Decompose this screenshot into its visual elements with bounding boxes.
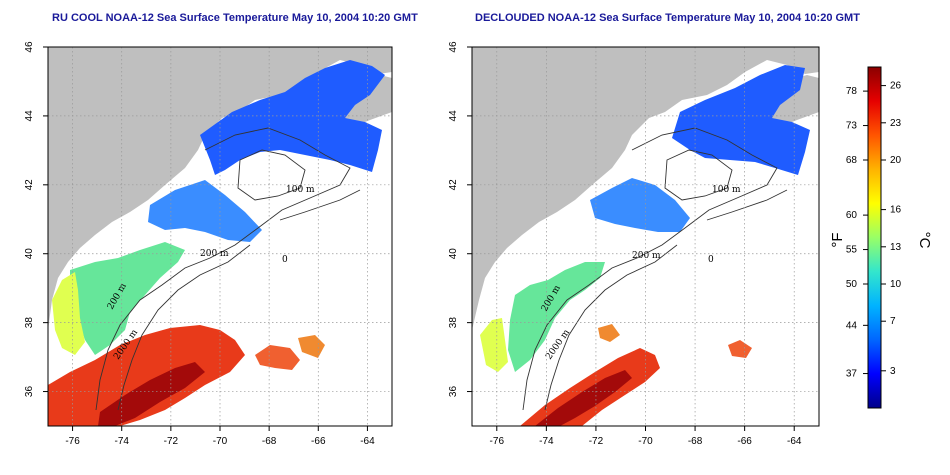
left-y-tick-label: 40 <box>24 248 35 260</box>
left-land-mass <box>48 47 392 330</box>
left-x-tick-label: -74 <box>114 436 129 447</box>
right-contour-label-100m: 100 m <box>712 185 741 195</box>
left-y-axis: 36 38 40 42 44 46 <box>24 41 48 397</box>
right-sst-warm-eddy <box>728 340 752 358</box>
right-x-tick-label: -68 <box>688 436 703 447</box>
colorbar-c-tick-label: 20 <box>890 155 902 166</box>
colorbar-c-tick-label: 23 <box>890 118 902 129</box>
colorbar-f-tick-label: 55 <box>846 245 858 256</box>
celsius-unit-label: °C <box>916 232 933 249</box>
colorbar-c-tick-label: 13 <box>890 242 902 253</box>
left-panel-title: RU COOL NOAA-12 Sea Surface Temperature … <box>52 12 418 24</box>
left-y-tick-label: 46 <box>24 41 35 53</box>
right-x-axis: -76 -74 -72 -70 -68 -66 -64 <box>490 426 802 447</box>
right-y-axis: 36 38 40 42 44 46 <box>448 41 472 397</box>
left-sst-yellow-coastal <box>52 272 85 355</box>
right-y-tick-label: 40 <box>448 248 459 260</box>
colorbar-f-tick-label: 50 <box>846 279 858 290</box>
right-contour-label-200m: 200 m <box>632 251 661 261</box>
right-contour-200m <box>522 127 778 411</box>
right-grid <box>472 47 819 426</box>
right-x-tick-label: -70 <box>638 436 653 447</box>
left-x-tick-label: -66 <box>311 436 326 447</box>
right-x-tick-label: -72 <box>589 436 604 447</box>
left-y-tick-label: 42 <box>24 179 35 191</box>
colorbar-f-tick-label: 73 <box>846 121 858 132</box>
right-y-tick-label: 38 <box>448 317 459 329</box>
left-x-axis: -76 -74 -72 -70 -68 -66 -64 <box>65 426 375 447</box>
right-sst-gulf-stream-core <box>535 370 632 426</box>
left-contour-200m <box>95 127 351 411</box>
right-x-tick-label: -64 <box>787 436 802 447</box>
colorbar-c-tick-label: 7 <box>890 316 896 327</box>
right-sst-yellow-coastal <box>480 318 508 372</box>
colorbar-c-tick-label: 26 <box>890 81 902 92</box>
left-map-panel: 100 m 200 m 200 m 2000 m 0 -76 -74 -72 -70-… <box>24 41 393 447</box>
left-sst-cool-shelf <box>148 180 262 242</box>
right-sst-warm-patch <box>598 324 620 342</box>
right-sst-gulf-stream <box>520 348 660 426</box>
left-contour-100m <box>237 149 306 201</box>
left-contour-2000m <box>117 189 361 411</box>
right-x-tick-label: -66 <box>737 436 752 447</box>
right-sst-shelf-green <box>508 262 605 372</box>
colorbar-f-tick-label: 68 <box>846 155 858 166</box>
left-x-tick-label: -70 <box>213 436 228 447</box>
right-map-panel: 100 m 200 m 200 m 2000 m 0 -76 -74 -72 -70-… <box>448 41 820 447</box>
fahrenheit-unit-label: °F <box>829 232 846 247</box>
right-sst-cool-shelf <box>590 178 690 232</box>
colorbar-celsius-axis: 26 23 20 16 13 10 7 3 <box>881 81 902 377</box>
right-y-tick-label: 46 <box>448 41 459 53</box>
left-y-tick-label: 38 <box>24 317 35 329</box>
right-contour-100m <box>664 149 733 201</box>
colorbar-f-tick-label: 60 <box>846 210 858 221</box>
left-x-tick-label: -68 <box>262 436 277 447</box>
colorbar-c-tick-label: 3 <box>890 366 896 377</box>
right-contour-2000m <box>544 189 788 411</box>
colorbar-c-tick-label: 16 <box>890 205 902 216</box>
left-sst-gulf-stream-core <box>98 362 205 426</box>
left-contour-label-zero: 0 <box>282 255 288 265</box>
left-x-tick-label: -64 <box>360 436 375 447</box>
colorbar-c-tick-label: 10 <box>890 279 902 290</box>
colorbar-f-tick-label: 37 <box>846 369 858 380</box>
right-sst-cold-gulf-of-maine <box>672 65 810 175</box>
left-y-tick-label: 36 <box>24 386 35 398</box>
right-y-tick-label: 36 <box>448 386 459 398</box>
right-y-tick-label: 42 <box>448 179 459 191</box>
left-contour-label-200m: 200 m <box>200 249 229 259</box>
left-grid <box>48 47 392 426</box>
colorbar-f-tick-label: 78 <box>846 86 858 97</box>
right-panel-title: DECLOUDED NOAA-12 Sea Surface Temperatur… <box>475 12 860 24</box>
right-x-tick-label: -76 <box>490 436 505 447</box>
left-x-tick-label: -72 <box>164 436 179 447</box>
colorbar-fahrenheit-axis: 78 73 68 60 55 50 44 37 <box>846 86 868 380</box>
right-y-tick-label: 44 <box>448 110 459 122</box>
colorbar-f-tick-label: 44 <box>846 320 858 331</box>
left-sst-warm-eddy <box>255 345 300 370</box>
left-contour-label-100m: 100 m <box>286 185 315 195</box>
left-sst-cold-gulf-of-maine <box>200 60 385 175</box>
left-sst-shelf-green <box>70 242 185 355</box>
right-land-mass <box>472 47 819 330</box>
right-x-tick-label: -74 <box>539 436 554 447</box>
left-y-tick-label: 44 <box>24 110 35 122</box>
colorbar-ramp <box>867 66 882 409</box>
right-contour-label-zero: 0 <box>708 255 714 265</box>
left-x-tick-label: -76 <box>65 436 80 447</box>
